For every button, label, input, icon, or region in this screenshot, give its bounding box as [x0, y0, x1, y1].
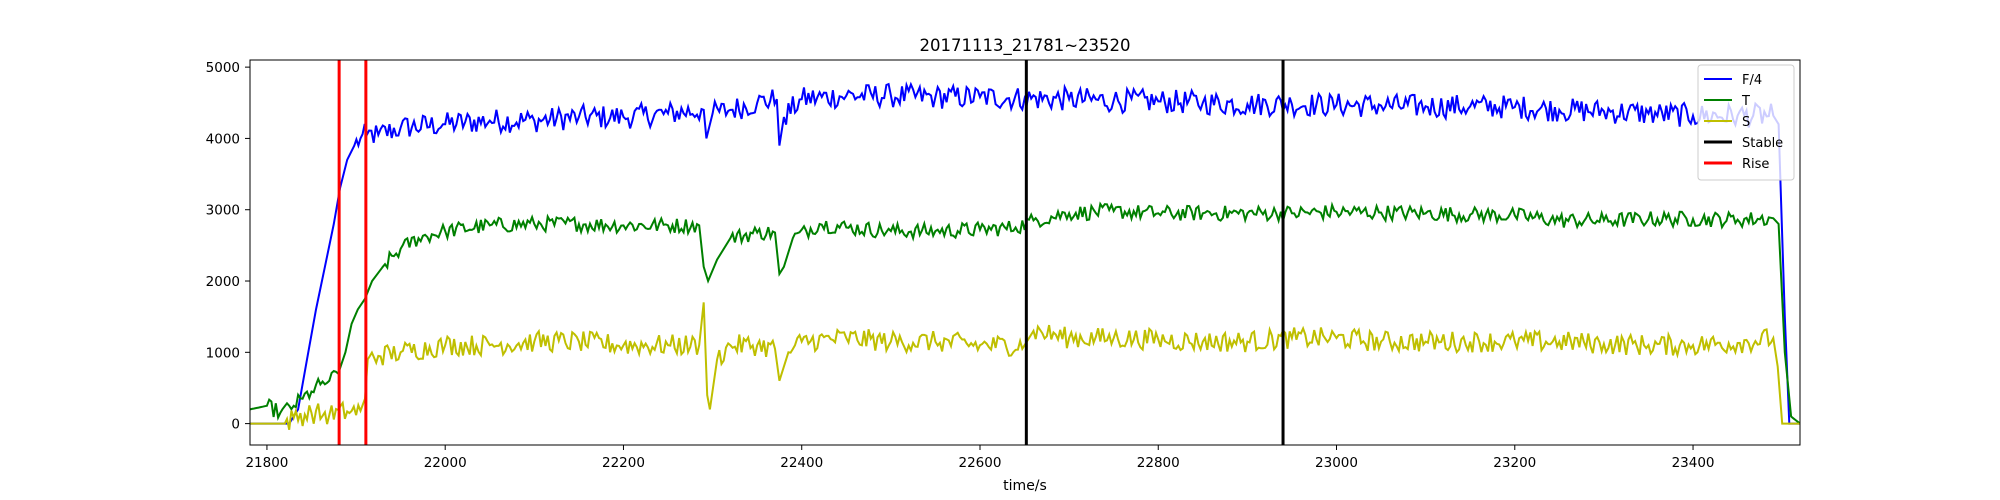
legend-label: F/4 [1742, 73, 1762, 88]
series-group [250, 60, 1800, 445]
x-tick-label: 22000 [424, 455, 467, 471]
x-tick-label: 22800 [1137, 455, 1180, 471]
plot-area [249, 59, 1801, 446]
x-tick-label: 23400 [1672, 455, 1715, 471]
series-line-s [250, 302, 1800, 430]
legend-label: Stable [1742, 136, 1783, 151]
y-axis: 0 1000 2000 3000 4000 5000 [206, 60, 250, 433]
y-tick-label: 1000 [206, 345, 240, 361]
series-line-t [250, 201, 1800, 425]
y-tick-label: 5000 [206, 60, 240, 76]
plot-frame [249, 59, 1801, 446]
legend-label: T [1741, 94, 1750, 109]
x-axis-label: time/s [1003, 478, 1047, 494]
x-tick-label: 22200 [602, 455, 645, 471]
y-tick-label: 4000 [206, 131, 240, 147]
x-tick-label: 22400 [780, 455, 823, 471]
y-tick-label: 3000 [206, 203, 240, 219]
y-tick-label: 2000 [206, 274, 240, 290]
x-axis: 21800 22000 22200 22400 22600 22800 23000 23200… [245, 445, 1715, 471]
x-tick-label: 23200 [1493, 455, 1536, 471]
chart-title: 20171113_21781~23520 [919, 36, 1130, 56]
legend-label: S [1742, 115, 1750, 130]
legend-label: Rise [1742, 157, 1769, 172]
legend-box [1697, 64, 1795, 181]
x-tick-label: 22600 [959, 455, 1002, 471]
y-tick-label: 0 [231, 417, 240, 433]
legend: F/4 TS Stable Rise [1697, 64, 1795, 181]
x-tick-label: 23000 [1315, 455, 1358, 471]
series-line-f-4 [250, 81, 1800, 425]
x-tick-label: 21800 [245, 455, 288, 471]
